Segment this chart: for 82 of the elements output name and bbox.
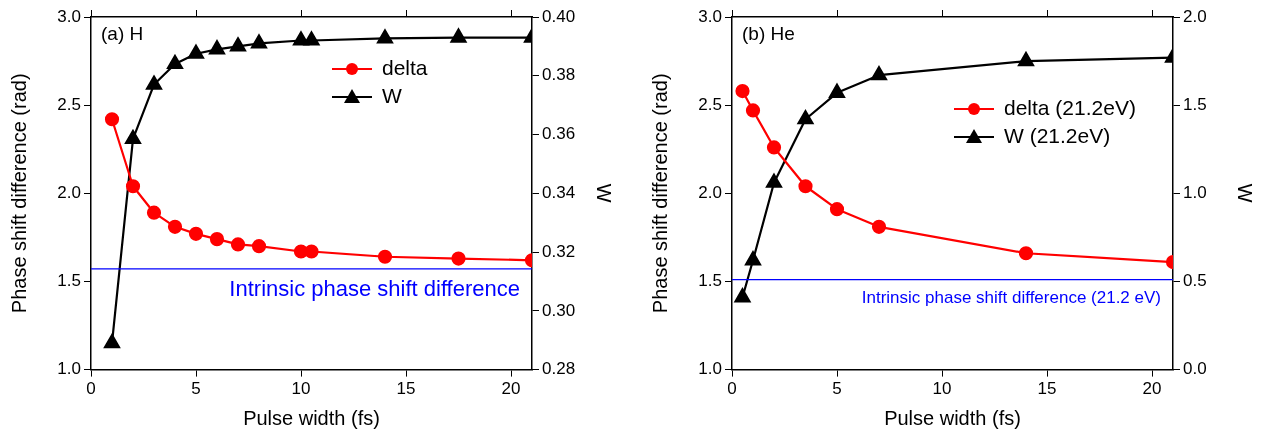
point: [303, 31, 320, 46]
point: [229, 37, 247, 52]
y-tick-label: 2.0: [698, 182, 722, 202]
x-tick-label: 0: [86, 379, 96, 399]
y-tick-label: 2.0: [57, 182, 81, 202]
point: [1017, 51, 1035, 67]
y-tick-label: 2.5: [57, 94, 81, 114]
y2-axis-title: W: [1234, 183, 1257, 203]
point: [745, 103, 761, 118]
point: [145, 75, 163, 90]
point: [377, 249, 393, 264]
y2-tick-label: 0.38: [542, 65, 576, 85]
y-tick-label: 3.0: [57, 6, 81, 26]
x-tick-label: 20: [501, 379, 521, 399]
point: [250, 34, 268, 49]
point: [870, 66, 888, 81]
point: [829, 202, 845, 217]
point: [735, 83, 750, 99]
point: [765, 173, 783, 188]
x-tick-label: 0: [727, 379, 737, 399]
y-tick-label: 3.0: [698, 6, 722, 26]
x-tick-label: 10: [932, 379, 952, 399]
x-axis-title: Pulse width (fs): [243, 406, 380, 429]
legend-label: delta (21.2eV): [1004, 95, 1136, 119]
point: [208, 40, 226, 55]
point: [376, 29, 394, 44]
legend-label: delta: [382, 55, 428, 79]
y2-tick-label: 0.5: [1183, 271, 1207, 291]
y-tick-label: 2.5: [698, 94, 722, 114]
y2-tick-label: 0.40: [542, 6, 576, 26]
y2-axis-title: W: [593, 183, 616, 203]
x-axis-title: Pulse width (fs): [884, 406, 1021, 429]
point: [797, 110, 814, 125]
point: [209, 232, 225, 247]
point: [187, 44, 205, 59]
y2-tick-label: 0.30: [542, 300, 576, 320]
x-tick-label: 15: [1037, 379, 1057, 399]
point: [146, 205, 162, 220]
ref-line-label: Intrinsic phase shift difference: [229, 276, 520, 301]
point: [125, 179, 141, 194]
y-axis-title: Phase shift difference (rad): [648, 73, 671, 314]
y2-tick-label: 0.0: [1183, 359, 1207, 379]
point: [251, 239, 267, 254]
y2-tick-label: 1.5: [1183, 94, 1207, 114]
x-tick-label: 15: [396, 379, 416, 399]
point: [304, 244, 319, 259]
point: [166, 54, 184, 70]
y-tick-label: 1.0: [698, 359, 722, 379]
legend-label: W (21.2eV): [1004, 123, 1111, 147]
point: [798, 179, 813, 194]
y-tick-label: 1.5: [57, 271, 81, 291]
y2-tick-label: 2.0: [1183, 6, 1207, 26]
y2-tick-label: 0.28: [542, 359, 576, 379]
annotation: (b) He: [742, 22, 795, 44]
point: [451, 251, 466, 266]
point: [124, 129, 142, 145]
point: [734, 288, 751, 303]
legend-label: W: [382, 83, 402, 107]
annotation: (a) H: [101, 22, 144, 44]
point: [871, 219, 887, 234]
y2-tick-label: 1.0: [1183, 182, 1207, 202]
point: [167, 219, 183, 234]
point: [450, 28, 467, 43]
y-axis-title: Phase shift difference (rad): [7, 73, 30, 314]
y2-tick-label: 0.34: [542, 182, 576, 202]
point: [828, 83, 846, 98]
point: [103, 334, 121, 349]
y-tick-label: 1.0: [57, 359, 81, 379]
point: [766, 140, 782, 155]
ref-line-label: Intrinsic phase shift difference (21.2 eV): [861, 287, 1161, 307]
y-tick-label: 1.5: [698, 271, 722, 291]
point: [104, 112, 120, 127]
y2-tick-label: 0.36: [542, 124, 576, 144]
x-tick-label: 5: [191, 379, 201, 399]
x-tick-label: 20: [1142, 379, 1162, 399]
point: [188, 226, 204, 241]
point: [744, 251, 762, 266]
x-tick-label: 10: [291, 379, 311, 399]
x-tick-label: 5: [832, 379, 842, 399]
point: [1018, 246, 1034, 261]
y2-tick-label: 0.32: [542, 241, 576, 261]
point: [230, 237, 246, 252]
